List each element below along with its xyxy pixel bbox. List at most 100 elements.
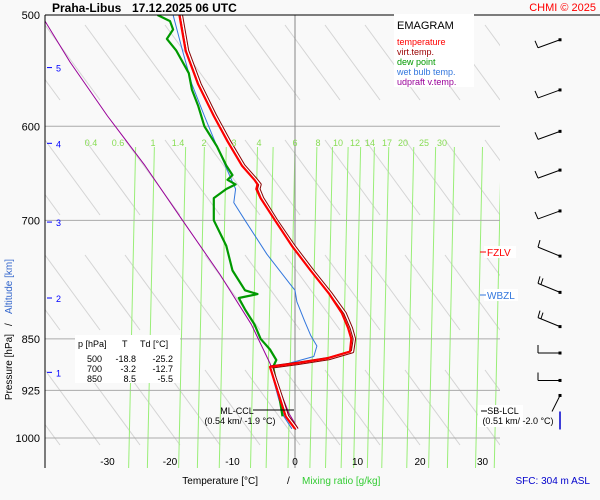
legend-dew-point: dew point — [397, 57, 436, 67]
wind-barb-shaft — [537, 282, 561, 293]
wind-barb — [534, 168, 562, 179]
sb-lcl-detail: (0.51 km/ -2.0 °C) — [482, 416, 553, 426]
mixing-ratio-line — [265, 146, 274, 468]
isoline — [525, 140, 580, 215]
mixing-ratio-line — [446, 146, 455, 468]
wind-barb-flag — [537, 239, 541, 248]
altitude-tick-label: 2 — [56, 294, 61, 304]
mixing-ratio-label: 0.4 — [85, 138, 98, 148]
temperature-tick-label: -30 — [100, 457, 115, 468]
temperature-tick-label: -10 — [225, 457, 240, 468]
mixing-ratio-line — [381, 146, 390, 468]
isoline — [84, 139, 141, 216]
wind-barb-dot — [558, 254, 562, 258]
isoline — [164, 139, 221, 216]
wind-barb — [534, 38, 562, 49]
x-axis-title-mixing: Mixing ratio [g/kg] — [302, 476, 381, 487]
sb-lcl-annotation: SB-LCL (0.51 km/ -2.0 °C) — [478, 405, 554, 427]
legend-wet-bulb: wet bulb temp. — [396, 67, 456, 77]
pressure-tick-label: 700 — [22, 215, 40, 227]
dew-point-line — [157, 15, 284, 417]
mixing-ratio-label: 4 — [256, 138, 261, 148]
mixing-ratio-label: 2 — [201, 138, 206, 148]
pressure-tick-label: 925 — [22, 385, 40, 397]
wind-barb-flag — [534, 211, 539, 220]
wind-barbs — [534, 38, 562, 430]
isoline — [204, 139, 261, 216]
wind-barb-dot — [558, 88, 562, 92]
altitude-tick-label: 1 — [56, 368, 61, 378]
isoline — [484, 24, 500, 47]
grid-lines — [45, 15, 500, 468]
sb-lcl-label: SB-LCL — [487, 406, 519, 416]
isoline — [45, 139, 101, 216]
table-cell: -3.2 — [120, 364, 136, 374]
mixing-ratio-label: 10 — [333, 138, 343, 148]
mixing-ratio-line — [146, 146, 155, 468]
temperature-line — [178, 15, 353, 430]
mixing-ratio-line — [353, 146, 362, 468]
isoline — [324, 139, 381, 216]
isoline — [45, 308, 61, 331]
legend-title: EMAGRAM — [397, 20, 454, 32]
mixing-ratio-label: 0.6 — [112, 138, 125, 148]
table-header-p: p [hPa] — [78, 339, 107, 349]
isoline — [124, 24, 181, 101]
x-axis-title: Temperature [°C] — [182, 476, 258, 487]
table-cell: -25.2 — [152, 354, 173, 364]
isoline — [324, 24, 381, 101]
mixing-ratio-line — [218, 146, 227, 468]
isoline — [565, 255, 600, 330]
isoline — [45, 423, 61, 446]
isoline — [284, 24, 341, 101]
wind-barb-flag — [534, 40, 539, 48]
table-cell: 500 — [87, 354, 102, 364]
wind-barb-shaft — [537, 130, 561, 140]
mixing-ratio-label: 3 — [231, 138, 236, 148]
wind-barb-flag — [537, 276, 541, 284]
wind-barb-flag — [537, 310, 541, 318]
isoline — [525, 370, 580, 445]
legend-temperature: temperature — [397, 37, 446, 47]
wind-barb — [534, 209, 562, 220]
ml-ccl-detail: (0.54 km/ -1.9 °C) — [204, 416, 275, 426]
mixing-ratio-label: 30 — [437, 138, 447, 148]
altitude-tick-label: 5 — [56, 64, 61, 74]
isoline — [244, 369, 301, 446]
table-cell: -18.8 — [115, 354, 136, 364]
wind-barb-flag — [534, 132, 539, 140]
mixing-ratio-line — [196, 146, 205, 468]
mixing-ratio-line — [366, 146, 375, 468]
wind-barb-flag — [540, 312, 544, 319]
fzlv-annotation: FZLV — [480, 246, 516, 259]
wind-barb-shaft — [537, 169, 561, 179]
isoline — [284, 369, 341, 446]
isoline — [525, 255, 580, 330]
isoline — [84, 254, 141, 331]
wind-barb-dot — [558, 129, 562, 133]
mixing-ratio-label: 6 — [292, 138, 297, 148]
wind-barb-dot — [558, 38, 562, 42]
isoline — [484, 369, 500, 392]
wind-barb-flag — [540, 278, 544, 285]
wbzl-label: WBZL — [487, 291, 515, 302]
mixing-ratio-label: 8 — [315, 138, 320, 148]
isoline — [484, 139, 500, 162]
isoline — [45, 254, 101, 331]
isoline — [484, 254, 500, 277]
mixing-ratio-line — [406, 146, 415, 468]
wind-barb-dot — [558, 209, 562, 213]
wind-barb-shaft — [551, 395, 561, 412]
axis-labels: 0.4 0.6 1 1.4 2 3 4 6 8 10 12 14 17 20 25 3050060070085… — [16, 10, 489, 468]
isoline — [565, 140, 600, 215]
isoline — [525, 25, 580, 100]
copyright: CHMI © 2025 — [529, 2, 596, 14]
mixing-ratio-label: 25 — [419, 138, 429, 148]
wind-barb-flag — [534, 170, 539, 179]
isoline — [565, 25, 600, 100]
temperature-tick-label: -20 — [163, 457, 178, 468]
isoline — [45, 369, 101, 446]
table-header-td: Td [°C] — [140, 339, 168, 349]
mixing-ratio-label: 20 — [398, 138, 408, 148]
